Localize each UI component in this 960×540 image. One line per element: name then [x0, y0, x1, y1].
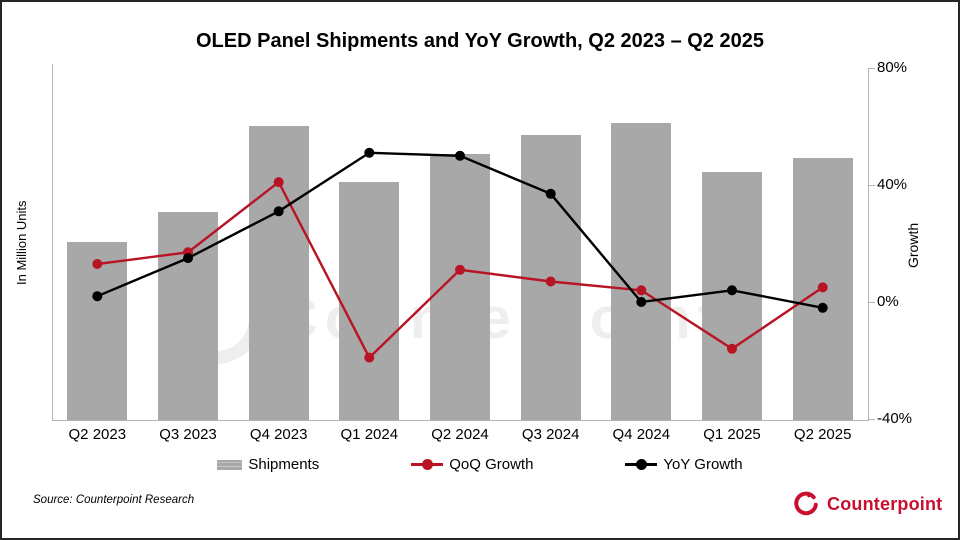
yoy-data-point: [817, 302, 828, 313]
left-axis-line: [52, 64, 53, 421]
x-axis-label: Q2 2023: [68, 426, 127, 443]
x-axis-label: Q2 2025: [793, 426, 852, 443]
right-axis-tick-label: -40%: [877, 410, 913, 427]
legend-item-yoy: YoY Growth: [625, 456, 743, 473]
shipments-bar: [339, 182, 400, 420]
shipments-swatch-icon: [217, 459, 243, 470]
yoy-data-point: [92, 291, 103, 302]
x-axis-label: Q1 2024: [340, 426, 399, 443]
x-axis-label: Q3 2023: [159, 426, 217, 443]
qoq-data-point: [92, 259, 103, 269]
counterpoint-logo-text: Counterpoint: [827, 493, 943, 514]
qoq-line-swatch-icon: [411, 459, 444, 470]
right-axis-tick-label: 40%: [877, 176, 908, 193]
x-axis-label: Q4 2024: [612, 426, 671, 443]
line-series-layer: [92, 147, 828, 363]
x-axis-label: Q4 2023: [249, 426, 308, 443]
legend-item-shipments: Shipments: [217, 456, 319, 473]
x-axis-label: Q2 2024: [431, 426, 489, 443]
counterpoint-logo-icon: [794, 491, 818, 516]
plot-area: [52, 68, 868, 420]
x-axis-label: Q3 2024: [521, 426, 580, 443]
right-axis-tick: [868, 185, 875, 186]
source-note: Source: Counterpoint Research: [33, 494, 195, 506]
qoq-data-point: [545, 276, 556, 287]
legend-shipments-label: Shipments: [248, 456, 320, 473]
right-axis-tick: [868, 302, 875, 303]
shipments-bar: [67, 241, 128, 420]
shipments-bar: [611, 122, 672, 420]
x-axis-line: [52, 420, 869, 421]
shipments-bar: [702, 171, 762, 420]
right-axis-line: [868, 68, 869, 421]
yoy-data-point: [183, 253, 193, 264]
qoq-data-point: [817, 282, 828, 293]
right-axis-tick-label: 80%: [877, 59, 908, 76]
qoq-data-point: [727, 343, 737, 354]
yoy-growth-line: [96, 151, 823, 309]
yoy-data-point: [545, 188, 556, 199]
legend-yoy-label: YoY Growth: [663, 456, 743, 473]
yoy-data-point: [455, 150, 465, 161]
qoq-data-point: [273, 177, 284, 188]
chart-title: OLED Panel Shipments and YoY Growth, Q2 …: [196, 30, 764, 52]
qoq-data-point: [636, 285, 647, 296]
yoy-data-point: [727, 285, 737, 296]
yoy-line-swatch-icon: [625, 459, 658, 470]
right-axis-tick: [868, 68, 875, 69]
right-axis-title: Growth: [905, 222, 921, 268]
legend-qoq-label: QoQ Growth: [449, 456, 534, 473]
right-axis-tick-label: 0%: [877, 293, 899, 310]
shipments-bar: [248, 126, 309, 420]
right-axis-tick: [868, 419, 875, 420]
yoy-data-point: [636, 297, 647, 307]
left-axis-title: In Million Units: [14, 200, 29, 286]
counterpoint-logo: Counterpoint: [792, 490, 942, 518]
shipments-bar: [430, 153, 490, 420]
legend: Shipments QoQ Growth YoY Growth: [0, 456, 960, 473]
legend-item-qoq: QoQ Growth: [411, 456, 533, 473]
qoq-data-point: [455, 264, 465, 275]
yoy-data-point: [273, 206, 284, 217]
yoy-data-point: [364, 147, 375, 158]
qoq-data-point: [364, 352, 375, 363]
x-axis-label: Q1 2025: [703, 426, 761, 443]
